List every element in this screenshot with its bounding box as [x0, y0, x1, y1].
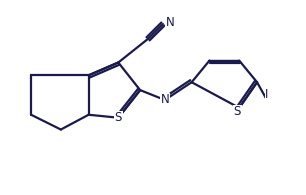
Text: S: S	[115, 111, 122, 124]
Text: I: I	[265, 88, 269, 101]
Text: N: N	[161, 93, 169, 106]
Text: N: N	[166, 16, 174, 29]
Text: S: S	[233, 105, 241, 118]
